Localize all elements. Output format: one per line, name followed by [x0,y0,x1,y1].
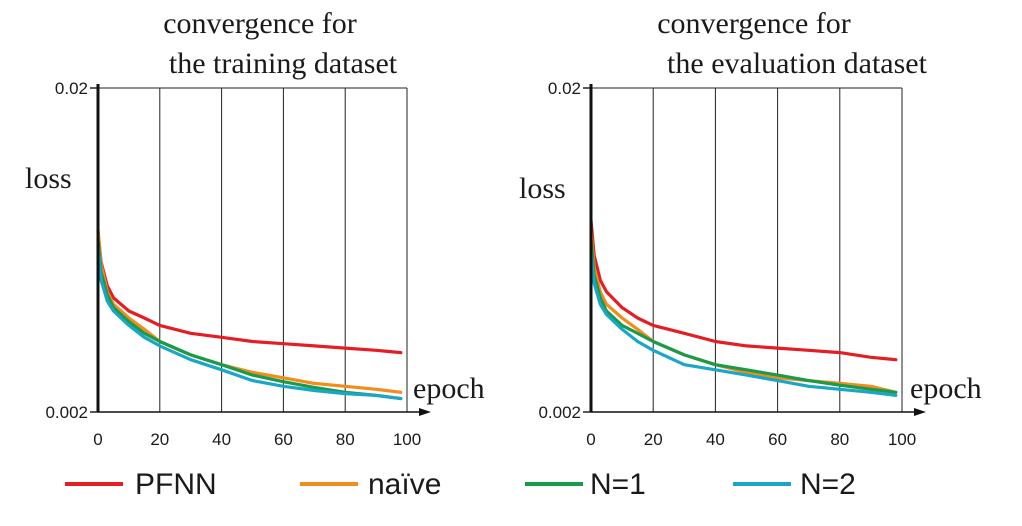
x-axis-label: epoch [910,372,982,405]
chart-title-line1: convergence for [163,7,357,40]
chart-title-line1: convergence for [657,7,851,40]
x-tick-label: 60 [274,430,293,449]
series-line-PFNN [96,230,403,355]
x-tick-label: 100 [393,430,421,449]
x-tick-label: 20 [644,430,663,449]
x-tick-label: 40 [212,430,231,449]
x-axis-arrow [419,408,431,416]
x-tick-label: 0 [586,430,595,449]
x-tick-label: 80 [336,430,355,449]
training-chart: convergence for the training dataset los… [25,7,485,449]
evaluation-chart: convergence for the evaluation dataset l… [519,7,982,449]
x-tick-label: 80 [830,430,849,449]
chart-title-line2: the training dataset [169,47,398,80]
chart-title-line2: the evaluation dataset [667,47,928,80]
legend-label: N=1 [590,468,646,501]
x-axis-arrow [914,408,926,416]
series-line-N=2 [96,244,403,401]
series-line-N=1 [96,238,403,401]
x-tick-label: 0 [93,430,102,449]
series-line-PFNN [589,218,898,362]
x-tick-label: 100 [888,430,916,449]
series-line-N=2 [589,248,898,397]
legend-label: PFNN [135,468,217,501]
y-tick-label: 0.02 [548,79,581,98]
legend-label: naïve [368,468,441,501]
x-tick-label: 20 [150,430,169,449]
legend: PFNN naïve N=1 N=2 [65,468,856,501]
y-axis-label: loss [519,172,566,205]
series-line-naïve [96,228,403,394]
series-line-N=1 [589,238,898,394]
y-axis-label: loss [25,162,72,195]
x-tick-label: 40 [706,430,725,449]
x-tick-label: 60 [768,430,787,449]
y-tick-label: 0.002 [45,403,88,422]
x-axis-label: epoch [413,372,485,405]
legend-label: N=2 [800,468,856,501]
y-tick-label: 0.02 [55,79,88,98]
y-tick-label: 0.002 [538,403,581,422]
